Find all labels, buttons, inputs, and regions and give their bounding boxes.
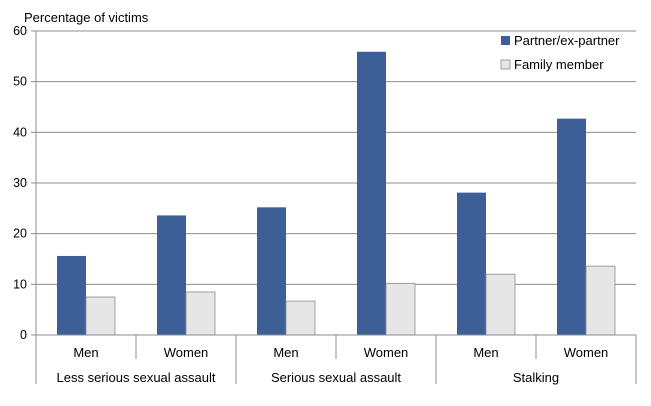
bar-partner (557, 118, 586, 335)
bar-partner (357, 51, 386, 335)
category-label: Women (164, 345, 209, 360)
category-label: Women (564, 345, 609, 360)
category-label: Men (73, 345, 98, 360)
bar-partner (157, 215, 186, 335)
y-tick-label: 10 (13, 277, 27, 291)
y-tick-label: 40 (13, 125, 27, 139)
bar-family (385, 282, 416, 336)
bar-family (85, 296, 116, 336)
y-tick-label: 20 (13, 227, 27, 241)
group-label: Less serious sexual assault (57, 370, 216, 385)
y-tick-label: 0 (20, 328, 27, 342)
legend-label: Partner/ex-partner (514, 33, 620, 48)
bar-family (285, 300, 316, 336)
bar-family (585, 265, 616, 336)
y-tick-label: 60 (13, 24, 27, 38)
legend-swatch (501, 36, 510, 45)
bar-partner (257, 207, 286, 335)
y-tick-label: 30 (13, 176, 27, 190)
category-label: Men (473, 345, 498, 360)
y-tick-label: 50 (13, 75, 27, 89)
group-label: Serious sexual assault (271, 370, 401, 385)
bar-partner (57, 255, 86, 335)
category-label: Men (273, 345, 298, 360)
bar-family (485, 273, 516, 336)
bar-partner (457, 192, 486, 335)
bar-family (185, 291, 216, 336)
legend-label: Family member (514, 57, 604, 72)
legend-swatch (500, 59, 511, 70)
category-label: Women (364, 345, 409, 360)
y-axis-title: Percentage of victims (24, 10, 149, 25)
group-label: Stalking (513, 370, 559, 385)
